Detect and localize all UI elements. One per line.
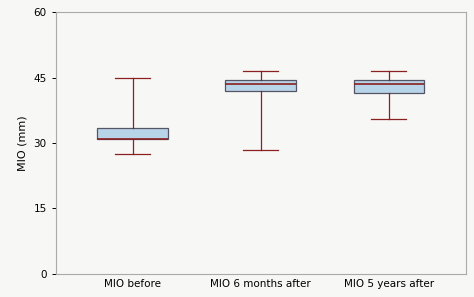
PathPatch shape bbox=[354, 80, 424, 93]
Y-axis label: MIO (mm): MIO (mm) bbox=[18, 115, 28, 171]
PathPatch shape bbox=[226, 80, 296, 91]
PathPatch shape bbox=[97, 128, 168, 139]
